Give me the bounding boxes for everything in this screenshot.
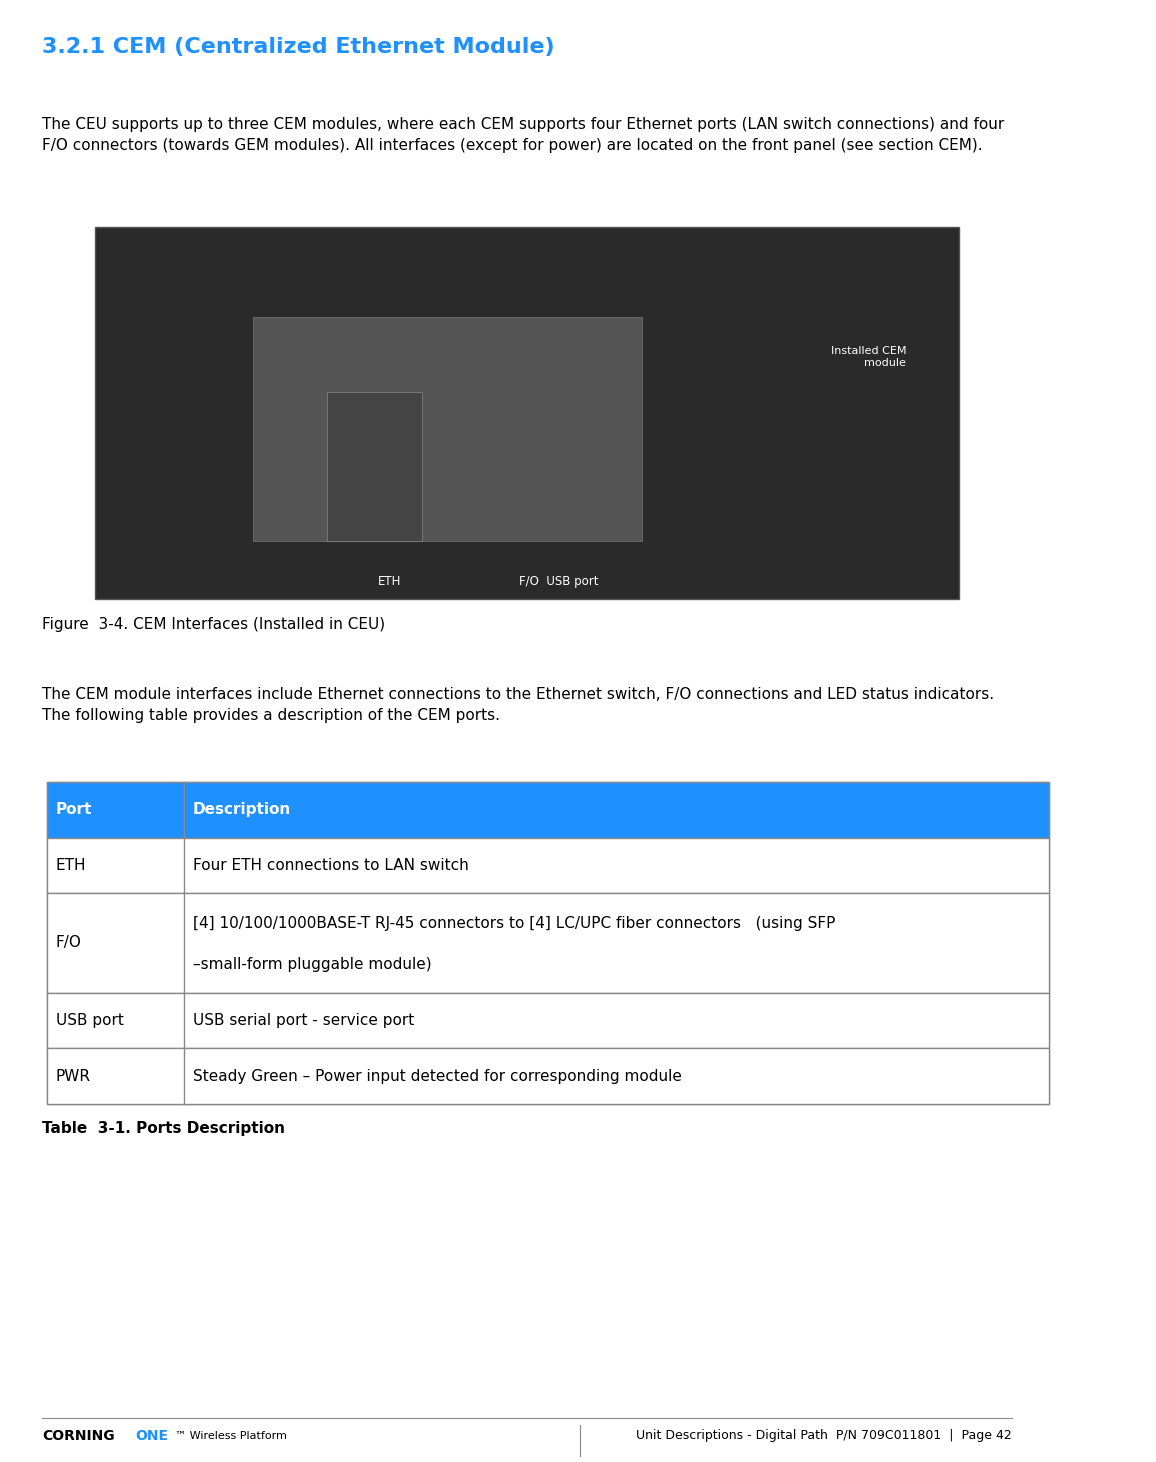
Text: The CEU supports up to three CEM modules, where each CEM supports four Ethernet : The CEU supports up to three CEM modules… <box>42 117 1005 154</box>
Text: USB serial port - service port: USB serial port - service port <box>193 1013 414 1028</box>
Text: CORNING: CORNING <box>42 1428 114 1443</box>
Text: PWR: PWR <box>55 1069 91 1083</box>
Text: ETH: ETH <box>55 858 87 873</box>
FancyBboxPatch shape <box>47 838 1048 893</box>
Text: ONE: ONE <box>135 1428 168 1443</box>
Text: USB port: USB port <box>55 1013 124 1028</box>
Text: F/O: F/O <box>55 936 82 950</box>
Text: 3.2.1 CEM (Centralized Ethernet Module): 3.2.1 CEM (Centralized Ethernet Module) <box>42 37 555 57</box>
Text: Steady Green – Power input detected for corresponding module: Steady Green – Power input detected for … <box>193 1069 682 1083</box>
Text: [4] 10/100/1000BASE-T RJ-45 connectors to [4] LC/UPC fiber connectors   (using S: [4] 10/100/1000BASE-T RJ-45 connectors t… <box>193 915 836 931</box>
Text: Four ETH connections to LAN switch: Four ETH connections to LAN switch <box>193 858 468 873</box>
FancyBboxPatch shape <box>47 782 1048 838</box>
Text: F/O  USB port: F/O USB port <box>519 575 599 588</box>
Text: ETH: ETH <box>378 575 401 588</box>
Text: The CEM module interfaces include Ethernet connections to the Ethernet switch, F: The CEM module interfaces include Ethern… <box>42 687 994 724</box>
FancyBboxPatch shape <box>47 993 1048 1048</box>
FancyBboxPatch shape <box>47 893 1048 993</box>
Text: –small-form pluggable module): –small-form pluggable module) <box>193 958 431 972</box>
Text: Figure  3-4. CEM Interfaces (Installed in CEU): Figure 3-4. CEM Interfaces (Installed in… <box>42 617 385 632</box>
FancyBboxPatch shape <box>253 317 642 541</box>
FancyBboxPatch shape <box>95 227 959 599</box>
FancyBboxPatch shape <box>47 1048 1048 1104</box>
FancyBboxPatch shape <box>327 392 422 541</box>
Text: Installed CEM
module: Installed CEM module <box>831 346 906 368</box>
Text: Table  3-1. Ports Description: Table 3-1. Ports Description <box>42 1121 286 1136</box>
Text: ™ Wireless Platform: ™ Wireless Platform <box>175 1431 287 1440</box>
Text: Description: Description <box>193 803 291 817</box>
Text: Unit Descriptions - Digital Path  P/N 709C011801  |  Page 42: Unit Descriptions - Digital Path P/N 709… <box>636 1430 1012 1442</box>
Text: Port: Port <box>55 803 92 817</box>
